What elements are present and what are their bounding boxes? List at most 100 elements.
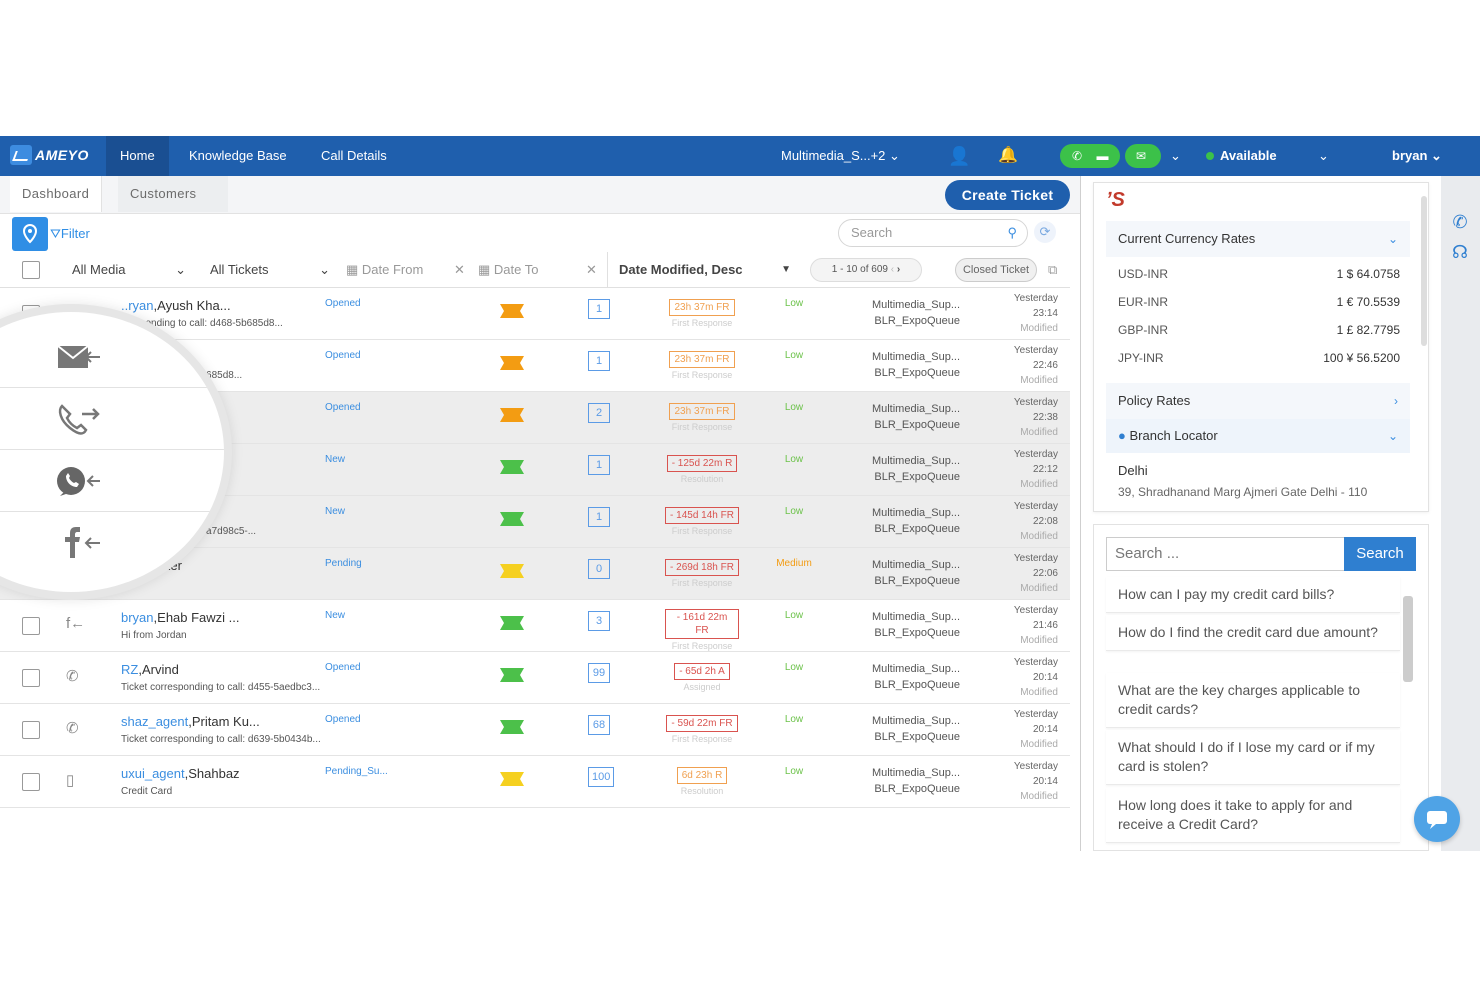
chevron-down-icon: ⌄ [319,262,330,277]
media-dropdown-chevron-icon[interactable]: ⌄ [1170,148,1181,163]
queue-campaign: Multimedia_Sup... [871,403,960,415]
faq-search-input[interactable]: Search ... [1106,537,1346,571]
table-row[interactable]: ..ryan,Ayush Kha... ...esponding to call:… [0,288,1070,340]
faq-item[interactable]: How do I find the credit card due amount… [1106,615,1400,651]
headset-icon[interactable]: ☊ [1452,242,1468,262]
select-all-checkbox[interactable] [22,261,40,279]
priority-flag-icon [500,668,524,682]
bell-icon[interactable]: 🔔 [998,147,1018,164]
chevron-down-icon: ⌄ [889,148,900,163]
sla-timer: - 59d 22m FR First Response [665,713,739,744]
campaign-selector[interactable]: Multimedia_S...+2 ⌄ [781,136,900,176]
queue-name: BLR_ExpoQueue [874,575,960,587]
modified-clock: 23:14 [1032,308,1058,319]
currency-rates-accordion[interactable]: Current Currency Rates ⌄ [1106,221,1410,257]
faq-item[interactable]: How can I pay my credit card bills? [1106,577,1400,613]
date-from-field[interactable]: ▦ Date From [346,252,423,288]
priority-flag-icon [500,356,524,370]
availability-status[interactable]: Available [1206,136,1277,176]
chat-icon [1427,811,1447,829]
status-chevron-icon[interactable]: ⌄ [1318,148,1329,163]
modified-day: Yesterday [1013,449,1058,460]
currency-value: 1 £ 82.7795 [1336,323,1400,337]
table-row[interactable]: f← bryan,Ehab Fawzi ... Hi from Jordan New 3… [0,600,1070,652]
priority-flag-icon [500,408,524,422]
ticket-search-input[interactable]: Search ⚲ [838,219,1028,247]
clear-date-to-icon[interactable]: ✕ [586,262,597,277]
media-type-icon: f← [66,615,86,632]
nav-home[interactable]: Home [106,136,169,176]
agent-link[interactable]: ..ryan [121,298,154,313]
queue-info: Multimedia_Sup... BLR_ExpoQueue [828,453,960,485]
clear-date-from-icon[interactable]: ✕ [454,262,465,277]
row-checkbox[interactable] [22,721,40,739]
closed-ticket-button[interactable]: Closed Ticket [955,258,1037,282]
filter-link[interactable]: ⛛Filter [50,226,90,242]
ameyo-logo[interactable]: AMEYO [10,145,89,165]
call-chat-toggle[interactable]: ✆ ▬ [1060,144,1120,168]
faq-item[interactable]: How long does it take to apply for and r… [1106,788,1400,843]
message-count-badge: 68 [588,715,610,735]
widget-scrollbar[interactable] [1421,196,1427,346]
agent-link[interactable]: uxui_agent [121,766,185,781]
external-link-icon[interactable]: ⧉ [1048,262,1058,277]
ticket-customer[interactable]: bryan,Ehab Fawzi ... [121,610,240,625]
branch-locator-accordion[interactable]: ● Branch Locator ⌄ [1106,419,1410,453]
mag-facebook-item [0,512,224,574]
agent-link[interactable]: RZ [121,662,139,677]
media-filter-dropdown[interactable]: All Media ⌄ [72,252,190,288]
ticket-subject: Credit Card [121,786,173,797]
ticket-customer[interactable]: uxui_agent,Shahbaz [121,766,240,781]
ticket-customer[interactable]: shaz_agent,Pritam Ku... [121,714,260,729]
policy-rates-accordion[interactable]: Policy Rates › [1106,383,1410,419]
ticket-filter-dropdown[interactable]: All Tickets ⌄ [210,252,334,288]
sort-dropdown[interactable]: Date Modified, Desc ▼ [607,252,797,288]
ticket-status: Pending_Su... [325,766,388,777]
currency-value: 100 ¥ 56.5200 [1323,351,1400,365]
next-page-icon[interactable]: › [896,264,901,275]
chevron-down-icon: ⌄ [1387,429,1398,443]
faq-scrollbar[interactable] [1403,596,1413,682]
nav-knowledge-base[interactable]: Knowledge Base [189,148,287,163]
agent-status-icon[interactable]: 👤 [948,146,971,166]
faq-item[interactable]: What should I do if I lose my card or if… [1106,730,1400,785]
nav-call-details[interactable]: Call Details [321,148,387,163]
refresh-icon[interactable]: ⟳ [1034,221,1056,243]
currency-pair: USD-INR [1118,267,1168,281]
row-checkbox[interactable] [22,669,40,687]
agent-link[interactable]: bryan [121,610,154,625]
agent-link[interactable]: shaz_agent [121,714,189,729]
sla-timer: - 161d 22m FR First Response [665,609,739,651]
row-checkbox[interactable] [22,773,40,791]
modified-label: Modified [1020,479,1058,490]
table-row[interactable]: ✆ RZ,Arvind Ticket corresponding to call: … [0,652,1070,704]
faq-item[interactable]: What are the key charges applicable to c… [1106,673,1400,728]
tab-dashboard[interactable]: Dashboard [10,176,103,212]
phone-icon[interactable]: ✆ [1452,212,1468,232]
queue-name: BLR_ExpoQueue [874,731,960,743]
tab-customers[interactable]: Customers [118,176,228,212]
chat-bubble-button[interactable] [1414,796,1460,842]
create-ticket-button[interactable]: Create Ticket [945,180,1070,210]
ticket-customer[interactable]: RZ,Arvind [121,662,179,677]
email-toggle[interactable]: ✉ [1125,144,1161,168]
message-count-badge: 1 [588,351,610,371]
user-menu[interactable]: bryan ⌄ [1392,136,1442,176]
search-placeholder: Search [851,225,893,240]
branch-address: 39, Shradhanand Marg Ajmeri Gate Delhi -… [1118,485,1368,499]
table-row[interactable]: ▯ uxui_agent,Shahbaz Credit Card Pending_Su… [0,756,1070,808]
status-dot-icon [1206,152,1214,160]
priority-flag-icon [500,564,524,578]
table-row[interactable]: ✆ shaz_agent,Pritam Ku... Ticket correspon… [0,704,1070,756]
prev-page-icon[interactable]: ‹ [890,264,895,275]
queue-campaign: Multimedia_Sup... [871,559,960,571]
ticket-customer[interactable]: ..ryan,Ayush Kha... [121,298,231,313]
row-checkbox[interactable] [22,617,40,635]
date-to-field[interactable]: ▦ Date To [478,252,539,288]
modified-clock: 22:06 [1032,568,1058,579]
sla-timer: 6d 23h R Resolution [665,765,739,796]
faq-search-button[interactable]: Search [1344,537,1416,571]
location-pin-button[interactable] [12,217,48,251]
priority-level: Low [784,610,804,621]
modified-clock: 20:14 [1032,776,1058,787]
